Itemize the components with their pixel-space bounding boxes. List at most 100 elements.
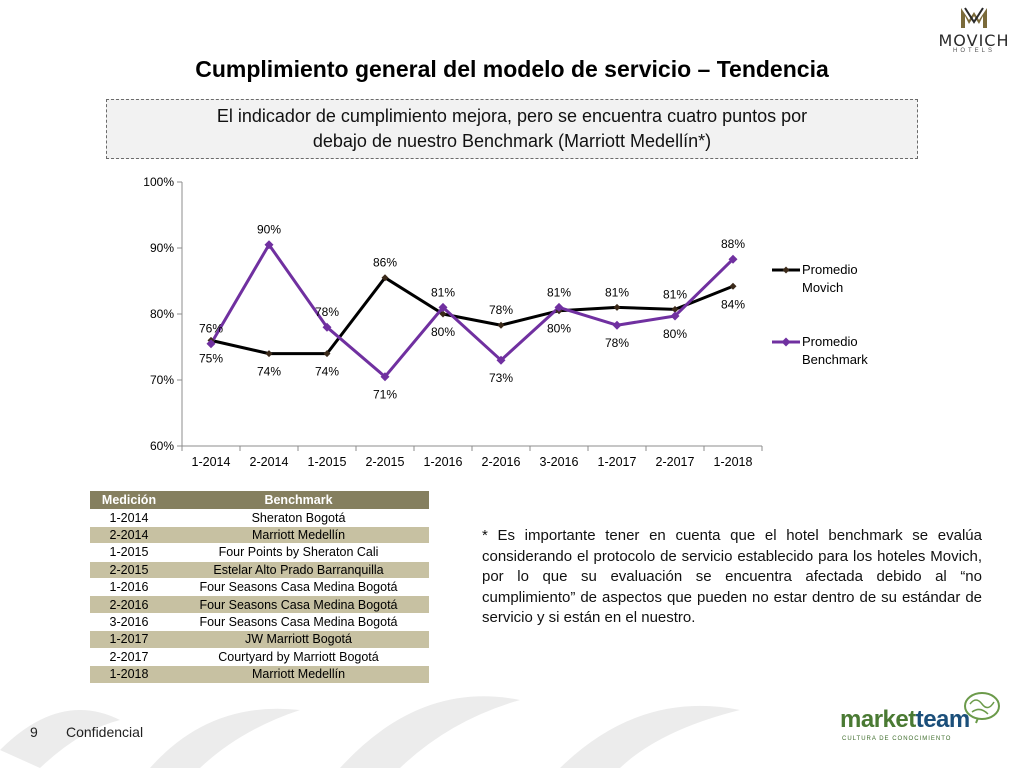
- data-label-movich: 81%: [663, 287, 687, 301]
- data-point-benchmark: [612, 320, 622, 330]
- table-cell-medicion: 2-2014: [90, 525, 168, 544]
- data-label-movich: 86%: [373, 256, 397, 270]
- y-tick-label: 100%: [143, 175, 174, 189]
- callout-line-1: El indicador de cumplimiento mejora, per…: [216, 106, 808, 126]
- table-row: 1-2017 JW Marriott Bogotá: [90, 630, 429, 649]
- table-row: 1-2018 Marriott Medellín: [90, 665, 429, 683]
- table-row: 2-2015 Estelar Alto Prado Barranquilla: [90, 560, 429, 579]
- data-label-benchmark: 81%: [547, 285, 571, 299]
- table-cell-medicion: 1-2017: [90, 630, 168, 649]
- table-cell-benchmark: Courtyard by Marriott Bogotá: [168, 647, 429, 666]
- data-point-benchmark: [670, 311, 680, 321]
- x-tick-label: 1-2017: [598, 455, 637, 469]
- page-title: Cumplimiento general del modelo de servi…: [195, 56, 829, 82]
- series-line-benchmark: [209, 243, 735, 379]
- data-point-movich: [729, 282, 737, 290]
- marketteam-logo: marketteam CULTURA DE CONOCIMIENTO: [840, 690, 1020, 750]
- legend-label: Movich: [802, 280, 843, 295]
- logo-sub: HOTELS: [952, 48, 995, 54]
- data-label-benchmark: 73%: [489, 371, 513, 385]
- table-cell-benchmark: Four Seasons Casa Medina Bogotá: [168, 595, 429, 614]
- table-cell-benchmark: Estelar Alto Prado Barranquilla: [168, 560, 429, 579]
- y-tick-label: 90%: [150, 241, 174, 255]
- legend-label: Promedio: [802, 262, 858, 277]
- table-cell-benchmark: Marriott Medellín: [168, 665, 429, 683]
- data-label-movich: 84%: [721, 297, 745, 311]
- table-cell-benchmark: Four Seasons Casa Medina Bogotá: [168, 578, 429, 596]
- data-point-movich: [439, 310, 447, 318]
- table-header-benchmark: Benchmark: [168, 491, 429, 509]
- table-row: 1-2016 Four Seasons Casa Medina Bogotá: [90, 578, 429, 596]
- data-point-benchmark: [322, 322, 332, 332]
- marketteam-team: team: [915, 706, 971, 733]
- marketteam-tagline: CULTURA DE CONOCIMIENTO: [842, 736, 952, 742]
- data-label-movich: 74%: [257, 365, 281, 379]
- table-cell-medicion: 1-2014: [90, 508, 168, 527]
- movich-logo-icon: [961, 7, 987, 28]
- legend-swatch-marker: [782, 266, 790, 274]
- table-cell-medicion: 1-2016: [90, 578, 168, 596]
- data-label-movich: 80%: [431, 325, 455, 339]
- movich-logo: MOVICH HOTELS: [926, 6, 1022, 60]
- page-number: 9: [30, 724, 38, 740]
- marketteam-wordmark: marketteam: [840, 706, 970, 734]
- x-tick-label: 1-2015: [308, 455, 347, 469]
- data-point-benchmark: [496, 355, 506, 365]
- data-point-movich: [613, 303, 621, 311]
- benchmark-note: * Es importante tener en cuenta que el h…: [482, 527, 982, 626]
- table-header-medicion: Medición: [90, 491, 168, 509]
- logo-name: MOVICH: [938, 31, 1010, 50]
- table-cell-medicion: 3-2016: [90, 612, 168, 631]
- data-point-movich: [265, 350, 273, 358]
- x-tick-label: 1-2014: [192, 455, 231, 469]
- confidential-label: Confidencial: [66, 724, 144, 740]
- data-label-benchmark: 81%: [431, 285, 455, 299]
- data-label-movich: 75%: [199, 351, 223, 365]
- table-header-row: Medición Benchmark: [90, 491, 429, 509]
- data-point-movich: [497, 321, 505, 329]
- data-label-benchmark: 88%: [721, 237, 745, 251]
- data-point-benchmark: [380, 372, 390, 382]
- data-label-benchmark: 76%: [199, 322, 223, 336]
- background-swoosh: [0, 696, 740, 768]
- data-point-movich: [323, 350, 331, 358]
- table-cell-medicion: 2-2016: [90, 595, 168, 614]
- x-tick-label: 1-2018: [714, 455, 753, 469]
- table-row: 2-2017 Courtyard by Marriott Bogotá: [90, 647, 429, 666]
- data-label-benchmark: 90%: [257, 223, 281, 237]
- table-row: 3-2016 Four Seasons Casa Medina Bogotá: [90, 612, 429, 631]
- y-tick-label: 60%: [150, 439, 174, 453]
- table-cell-benchmark: Marriott Medellín: [168, 525, 429, 544]
- data-label-movich: 78%: [489, 303, 513, 317]
- data-point-benchmark: [554, 302, 564, 312]
- data-point-benchmark: [728, 254, 738, 264]
- table-cell-benchmark: JW Marriott Bogotá: [168, 630, 429, 649]
- table-cell-benchmark: Sheraton Bogotá: [168, 508, 429, 527]
- x-tick-label: 2-2014: [250, 455, 289, 469]
- x-tick-label: 1-2016: [424, 455, 463, 469]
- data-label-movich: 81%: [605, 285, 629, 299]
- x-tick-label: 3-2016: [540, 455, 579, 469]
- series-line-movich: [210, 276, 734, 356]
- table-row: 1-2015 Four Points by Sheraton Cali: [90, 543, 429, 562]
- table-row: 1-2014 Sheraton Bogotá: [90, 508, 429, 527]
- y-tick-label: 70%: [150, 373, 174, 387]
- legend-label: Benchmark: [802, 352, 868, 367]
- brain-icon: [964, 692, 1000, 724]
- data-point-movich: [671, 305, 679, 313]
- data-label-benchmark: 71%: [373, 388, 397, 402]
- table-cell-medicion: 2-2017: [90, 647, 168, 666]
- benchmark-table: Medición Benchmark 1-2014 Sheraton Bogotá…: [90, 491, 429, 683]
- callout-box: El indicador de cumplimiento mejora, per…: [106, 99, 918, 159]
- data-label-movich: 80%: [547, 322, 571, 336]
- callout-line-2: debajo de nuestro Benchmark (Marriott Me…: [312, 131, 712, 151]
- data-point-benchmark: [264, 240, 274, 250]
- legend-swatch-marker: [781, 337, 791, 347]
- data-point-benchmark: [206, 339, 216, 349]
- table-row: 2-2016 Four Seasons Casa Medina Bogotá: [90, 595, 429, 614]
- data-label-benchmark: 78%: [315, 305, 339, 319]
- data-point-benchmark: [438, 302, 448, 312]
- table-cell-medicion: 2-2015: [90, 560, 168, 579]
- x-tick-label: 2-2015: [366, 455, 405, 469]
- table-row: 2-2014 Marriott Medellín: [90, 525, 429, 544]
